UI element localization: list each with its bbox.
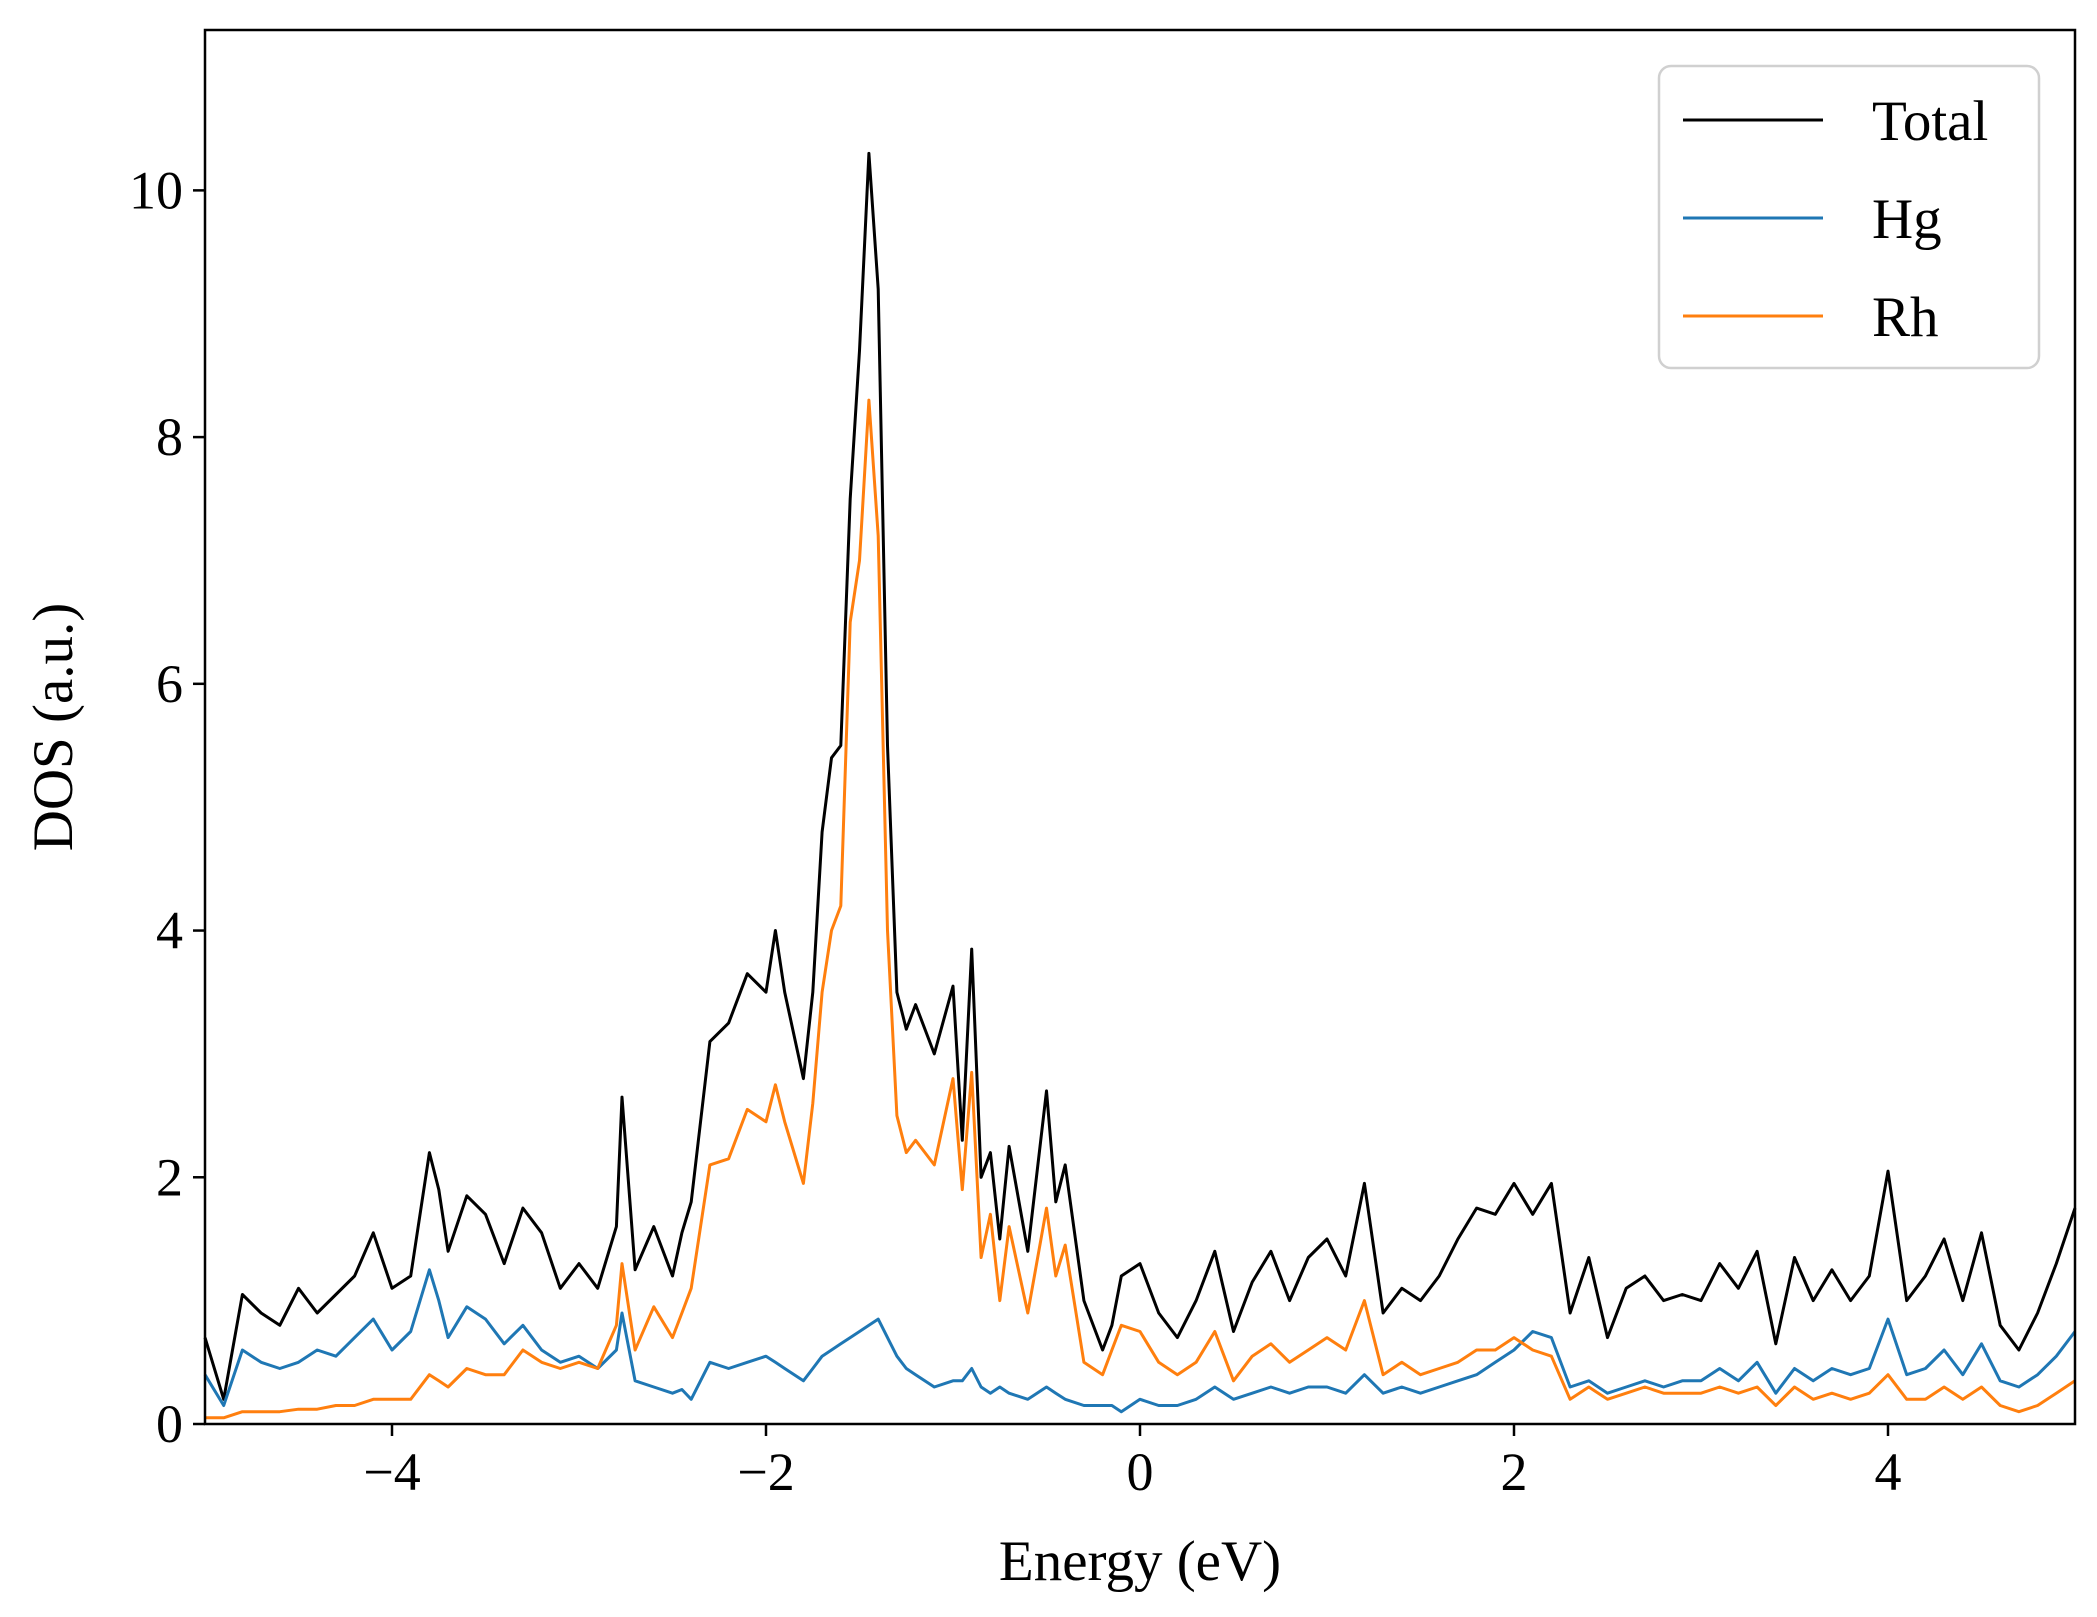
series-line-total (203, 151, 2077, 1401)
x-axis: −4 −2 0 2 4 (363, 1424, 1902, 1502)
legend-label-total: Total (1872, 90, 1988, 153)
x-tick-label: −2 (737, 1442, 794, 1502)
y-tick-label: 6 (156, 654, 183, 714)
legend-box (1657, 64, 2041, 370)
legend-label-hg: Hg (1872, 188, 1942, 251)
series-line-hg (203, 1268, 2077, 1414)
legend-label-rh: Rh (1872, 286, 1939, 349)
legend: Total Hg Rh (1657, 64, 2041, 370)
legend-items: Total Hg Rh (1683, 90, 1988, 349)
y-tick-label: 2 (156, 1147, 183, 1207)
x-tick-label: −4 (363, 1442, 420, 1502)
y-axis: 0 2 4 6 8 10 (129, 160, 205, 1454)
series-line-rh (205, 398, 2076, 1420)
y-tick-label: 8 (156, 407, 183, 467)
x-axis-title: Energy (eV) (999, 1530, 1281, 1593)
x-tick-label: 0 (1127, 1442, 1154, 1502)
y-tick-label: 0 (156, 1394, 183, 1454)
y-tick-label: 10 (129, 160, 183, 220)
x-tick-label: 2 (1501, 1442, 1528, 1502)
x-tick-label: 4 (1875, 1442, 1902, 1502)
y-axis-title: DOS (a.u.) (22, 603, 85, 852)
series-layer (203, 151, 2077, 1420)
y-tick-label: 4 (156, 901, 183, 961)
